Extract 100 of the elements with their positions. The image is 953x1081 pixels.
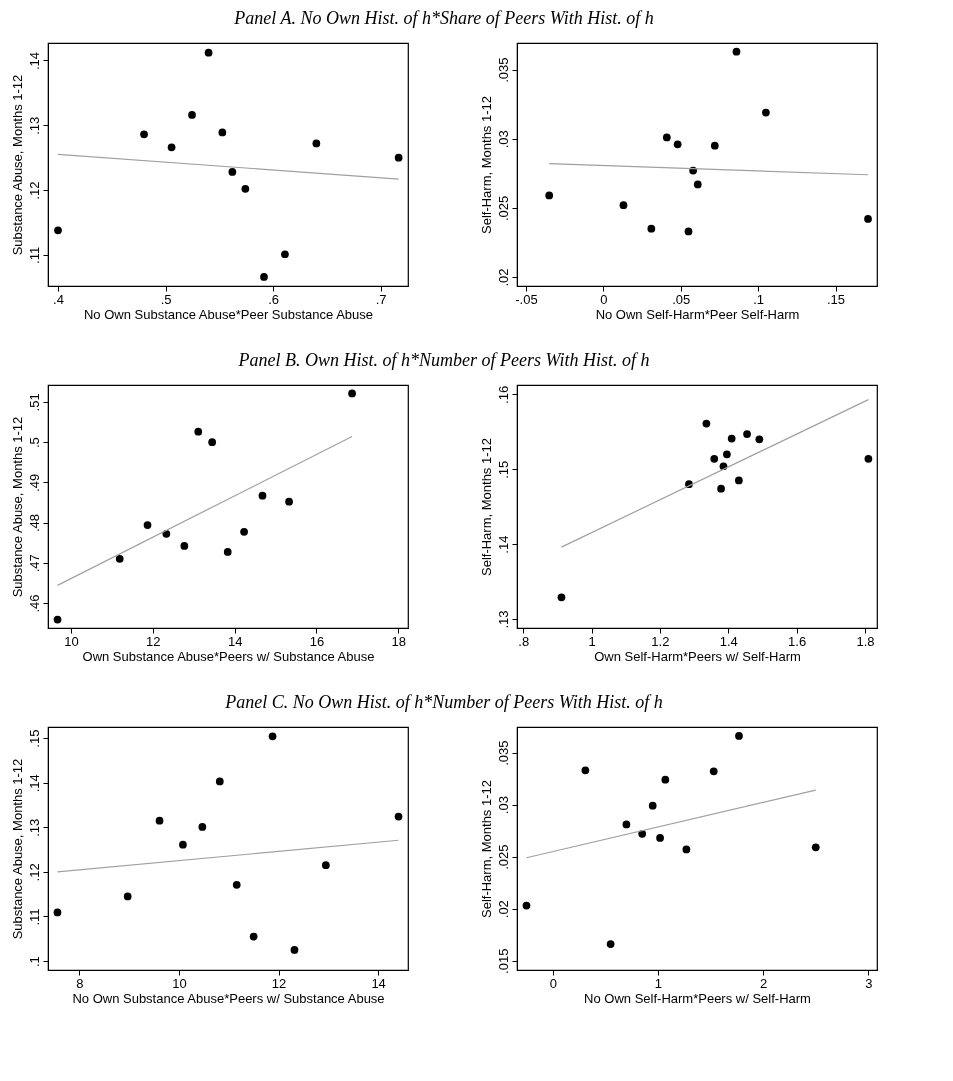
point: [228, 168, 237, 176]
y-tick-label: .46: [26, 594, 42, 613]
y-axis-title: Substance Abuse, Months 1-12: [9, 416, 25, 598]
y-tick-label: .5: [26, 437, 42, 449]
y-tick-label: .035: [495, 57, 511, 83]
point: [717, 484, 725, 493]
y-axis-title: Self-Harm, Months 1-12: [478, 96, 494, 234]
point: [249, 932, 258, 941]
y-axis-title: Substance Abuse, Months 1-12: [9, 74, 25, 256]
point: [811, 843, 820, 852]
y-axis-title: Self-Harm, Months 1-12: [478, 438, 494, 576]
point: [727, 434, 736, 443]
x-axis-title: No Own Self-Harm*Peers w/ Self-Harm: [584, 990, 811, 1006]
x-tick-label: .5: [160, 291, 172, 307]
point: [123, 892, 132, 901]
x-tick-label: 2: [760, 975, 768, 991]
y-tick-label: .14: [26, 51, 42, 71]
point: [258, 491, 267, 500]
y-tick-label: .14: [495, 535, 511, 554]
point: [218, 128, 227, 137]
x-tick-label: 12: [271, 975, 287, 991]
x-axis-title: No Own Substance Abuse*Peer Substance Abuse: [83, 306, 374, 322]
chart-title: Panel A. No Own Hist. of h*Share of Peers With Hist. of h: [233, 8, 654, 29]
x-tick-label: 14: [227, 633, 243, 649]
point: [394, 153, 403, 162]
y-tick-label: .13: [26, 818, 42, 837]
y-tick-label: .15: [26, 729, 42, 748]
y-tick-label: .16: [495, 385, 511, 404]
y-tick-label: .1: [26, 956, 42, 967]
point: [180, 542, 189, 550]
point: [194, 427, 203, 436]
point: [682, 845, 691, 854]
y-tick-label: .03: [495, 130, 511, 149]
point: [143, 521, 152, 529]
x-tick-label: 0: [600, 291, 608, 307]
point: [155, 816, 164, 825]
point: [693, 180, 702, 189]
point: [281, 250, 289, 259]
y-tick-label: .48: [26, 514, 42, 533]
y-tick-label: .12: [26, 863, 42, 882]
y-tick-label: .13: [495, 610, 511, 629]
point: [167, 143, 176, 152]
point: [606, 940, 615, 948]
point: [743, 430, 751, 438]
point: [762, 108, 770, 117]
point: [864, 454, 873, 463]
point: [260, 273, 268, 281]
chart-title: Panel C. No Own Hist. of h*Number of Peers With Hist. of h: [224, 692, 663, 713]
point: [115, 554, 124, 563]
point: [864, 215, 872, 223]
point: [223, 548, 232, 556]
x-tick-label: 1.6: [788, 633, 807, 649]
point: [710, 141, 719, 150]
x-tick-label: 10: [172, 975, 187, 991]
point: [557, 593, 566, 602]
x-tick-label: .05: [672, 291, 691, 307]
x-tick-label: 12: [146, 633, 161, 649]
x-tick-label: .7: [375, 291, 387, 307]
point: [240, 527, 248, 536]
x-tick-label: 18: [391, 633, 407, 649]
x-tick-label: 1: [588, 633, 596, 649]
point: [208, 438, 217, 446]
x-tick-label: 1.4: [719, 633, 738, 649]
point: [285, 497, 293, 506]
point: [53, 908, 62, 917]
point: [348, 389, 356, 398]
point: [241, 184, 250, 193]
point: [709, 767, 718, 776]
point: [648, 801, 657, 810]
x-axis-title: No Own Self-Harm*Peer Self-Harm: [595, 306, 800, 322]
point: [619, 201, 628, 209]
x-axis-title: Own Self-Harm*Peers w/ Self-Harm: [594, 648, 801, 664]
point: [53, 615, 62, 624]
x-tick-label: .6: [268, 291, 280, 307]
x-tick-label: .15: [826, 291, 846, 307]
point: [522, 901, 531, 910]
point: [321, 861, 330, 870]
x-tick-label: .1: [753, 291, 765, 307]
y-axis-title: Substance Abuse, Months 1-12: [9, 758, 25, 940]
point: [734, 476, 743, 485]
y-tick-label: .47: [26, 554, 42, 573]
y-tick-label: .02: [495, 900, 511, 919]
y-tick-label: .13: [26, 116, 42, 135]
point: [710, 454, 719, 463]
x-tick-label: .8: [518, 633, 530, 649]
x-tick-label: 0: [549, 975, 557, 991]
point: [662, 133, 671, 142]
point: [647, 224, 656, 233]
point: [179, 840, 187, 849]
point: [188, 111, 196, 119]
x-tick-label: 1: [654, 975, 663, 991]
point: [673, 140, 682, 149]
y-axis-title: Self-Harm, Months 1-12: [478, 780, 494, 918]
point: [394, 812, 403, 821]
point: [545, 191, 554, 200]
x-axis-title: No Own Substance Abuse*Peers w/ Substance Abuse: [72, 990, 385, 1006]
point: [140, 130, 148, 139]
chart-title: Panel B. Own Hist. of h*Number of Peers With Hist. of h: [237, 350, 650, 371]
y-tick-label: .49: [26, 473, 42, 492]
point: [204, 48, 213, 57]
